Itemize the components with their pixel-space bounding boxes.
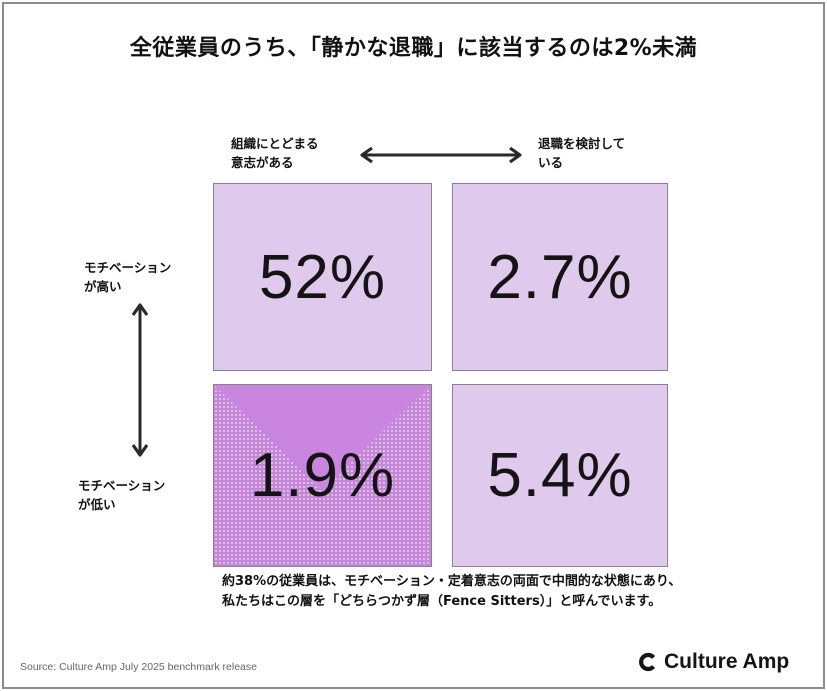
cell-value: 1.9% xyxy=(249,441,396,510)
source-note: Source: Culture Amp July 2025 benchmark … xyxy=(20,661,257,673)
description-text: 約38%の従業員は、モチベーション・定着意志の両面で中間的な状態にあり、私たちは… xyxy=(222,574,682,609)
y-axis-top-label: モチベーション が高い xyxy=(84,260,172,294)
figure-title: 全従業員のうち、「静かな退職」に該当するのは2%未満 xyxy=(129,36,698,61)
cell-high-motivation-leave: 2.7% xyxy=(452,183,668,371)
culture-amp-logo-icon xyxy=(639,652,656,672)
x-axis-left-label: 組織にとどまる 意志がある xyxy=(231,136,319,170)
cell-low-motivation-leave: 5.4% xyxy=(452,384,668,567)
cell-value: 2.7% xyxy=(487,242,633,312)
x-axis-right-label: 退職を検討して いる xyxy=(538,136,626,170)
cell-low-motivation-stay-highlighted: 1.9% xyxy=(213,384,432,567)
cell-value: 5.4% xyxy=(487,441,633,510)
horizontal-double-arrow-icon xyxy=(360,146,522,164)
cell-value: 52% xyxy=(258,242,387,312)
cell-high-motivation-stay: 52% xyxy=(213,183,432,371)
vertical-double-arrow-icon xyxy=(131,303,149,457)
brand-name: Culture Amp xyxy=(664,650,790,673)
y-axis-bottom-label: モチベーション が低い xyxy=(78,478,166,512)
brand-logo: Culture Amp xyxy=(638,650,789,674)
